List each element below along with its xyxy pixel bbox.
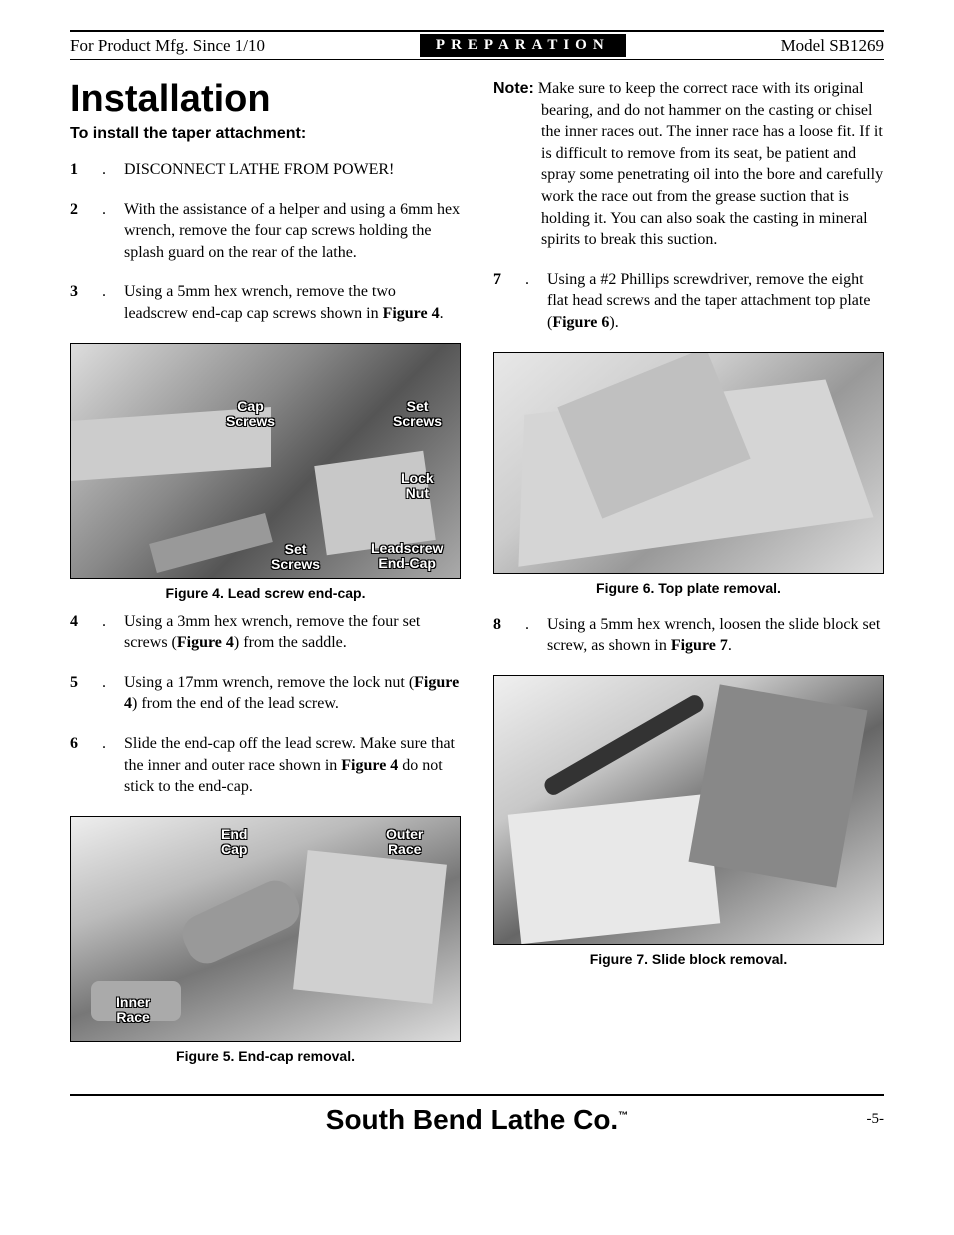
page-heading: Installation (70, 78, 461, 121)
figure-5-caption: Figure 5. End-cap removal. (70, 1048, 461, 1064)
fig5-label-end-cap: EndCap (221, 827, 247, 858)
figure-4: CapScrews SetScrews LockNut SetScrews Le… (70, 343, 461, 601)
figure-6: Figure 6. Top plate removal. (493, 352, 884, 596)
fig4-label-lock-nut: LockNut (401, 471, 434, 502)
figure-7-caption: Figure 7. Slide block removal. (493, 951, 884, 967)
content-columns: Installation To install the taper attach… (70, 78, 884, 1074)
step-dot: . (525, 269, 529, 334)
step-1: 1. DISCONNECT LATHE FROM POWER! (70, 159, 461, 181)
step-text: Using a 5mm hex wrench, remove the two l… (124, 281, 461, 324)
step-num: 4 (70, 611, 84, 654)
step-text: With the assistance of a helper and usin… (124, 199, 461, 264)
figure-5: EndCap OuterRace InnerRace Figure 5. End… (70, 816, 461, 1064)
fig4-label-cap-screws: CapScrews (226, 399, 275, 430)
step-2: 2. With the assistance of a helper and u… (70, 199, 461, 264)
step-num: 3 (70, 281, 84, 324)
right-column: Note: Make sure to keep the correct race… (493, 78, 884, 1074)
step-num: 2 (70, 199, 84, 264)
note-text: Make sure to keep the correct race with … (538, 80, 883, 248)
step-dot: . (102, 611, 106, 654)
step-num: 7 (493, 269, 507, 334)
step-num: 5 (70, 672, 84, 715)
step-text: Using a #2 Phillips screwdriver, remove … (547, 269, 884, 334)
figure-5-image: EndCap OuterRace InnerRace (70, 816, 461, 1042)
steps-block-1: 1. DISCONNECT LATHE FROM POWER! 2. With … (70, 159, 461, 325)
footer: South Bend Lathe Co.™ -5- (70, 1094, 884, 1136)
figure-7-image (493, 675, 884, 945)
steps-block-2: 4. Using a 3mm hex wrench, remove the fo… (70, 611, 461, 798)
step-text: DISCONNECT LATHE FROM POWER! (124, 159, 461, 181)
fig4-label-set-screws-bottom: SetScrews (271, 542, 320, 573)
fig4-label-leadscrew-endcap: LeadscrewEnd-Cap (371, 541, 443, 572)
step-8: 8. Using a 5mm hex wrench, loosen the sl… (493, 614, 884, 657)
fig4-label-set-screws-top: SetScrews (393, 399, 442, 430)
figure-6-caption: Figure 6. Top plate removal. (493, 580, 884, 596)
step-num: 6 (70, 733, 84, 798)
step-num: 1 (70, 159, 84, 181)
fig5-label-outer-race: OuterRace (386, 827, 423, 858)
step-num: 8 (493, 614, 507, 657)
step-3: 3. Using a 5mm hex wrench, remove the tw… (70, 281, 461, 324)
left-column: Installation To install the taper attach… (70, 78, 461, 1074)
step-7: 7. Using a #2 Phillips screwdriver, remo… (493, 269, 884, 334)
step-dot: . (102, 672, 106, 715)
footer-logo-text: South Bend Lathe Co. (326, 1104, 618, 1135)
fig5-label-inner-race: InnerRace (116, 995, 150, 1026)
step-text: Using a 3mm hex wrench, remove the four … (124, 611, 461, 654)
step-dot: . (102, 281, 106, 324)
figure-4-caption: Figure 4. Lead screw end-cap. (70, 585, 461, 601)
figure-4-image: CapScrews SetScrews LockNut SetScrews Le… (70, 343, 461, 579)
header-left: For Product Mfg. Since 1/10 (70, 36, 265, 56)
header-bar: For Product Mfg. Since 1/10 PREPARATION … (70, 30, 884, 60)
step-4: 4. Using a 3mm hex wrench, remove the fo… (70, 611, 461, 654)
header-center: PREPARATION (420, 34, 626, 57)
step-text: Using a 5mm hex wrench, loosen the slide… (547, 614, 884, 657)
note-label: Note: (493, 80, 534, 97)
footer-logo: South Bend Lathe Co.™ (326, 1104, 628, 1136)
step-text: Slide the end-cap off the lead screw. Ma… (124, 733, 461, 798)
figure-6-image (493, 352, 884, 574)
step-6: 6. Slide the end-cap off the lead screw.… (70, 733, 461, 798)
step-dot: . (102, 733, 106, 798)
step-5: 5. Using a 17mm wrench, remove the lock … (70, 672, 461, 715)
note-block: Note: Make sure to keep the correct race… (493, 78, 884, 251)
step-text: Using a 17mm wrench, remove the lock nut… (124, 672, 461, 715)
header-right: Model SB1269 (781, 36, 884, 56)
step-dot: . (525, 614, 529, 657)
footer-tm: ™ (618, 1110, 628, 1121)
footer-page-number: -5- (867, 1111, 885, 1128)
figure-7: Figure 7. Slide block removal. (493, 675, 884, 967)
step-dot: . (102, 199, 106, 264)
sub-heading: To install the taper attachment: (70, 125, 461, 143)
step-dot: . (102, 159, 106, 181)
